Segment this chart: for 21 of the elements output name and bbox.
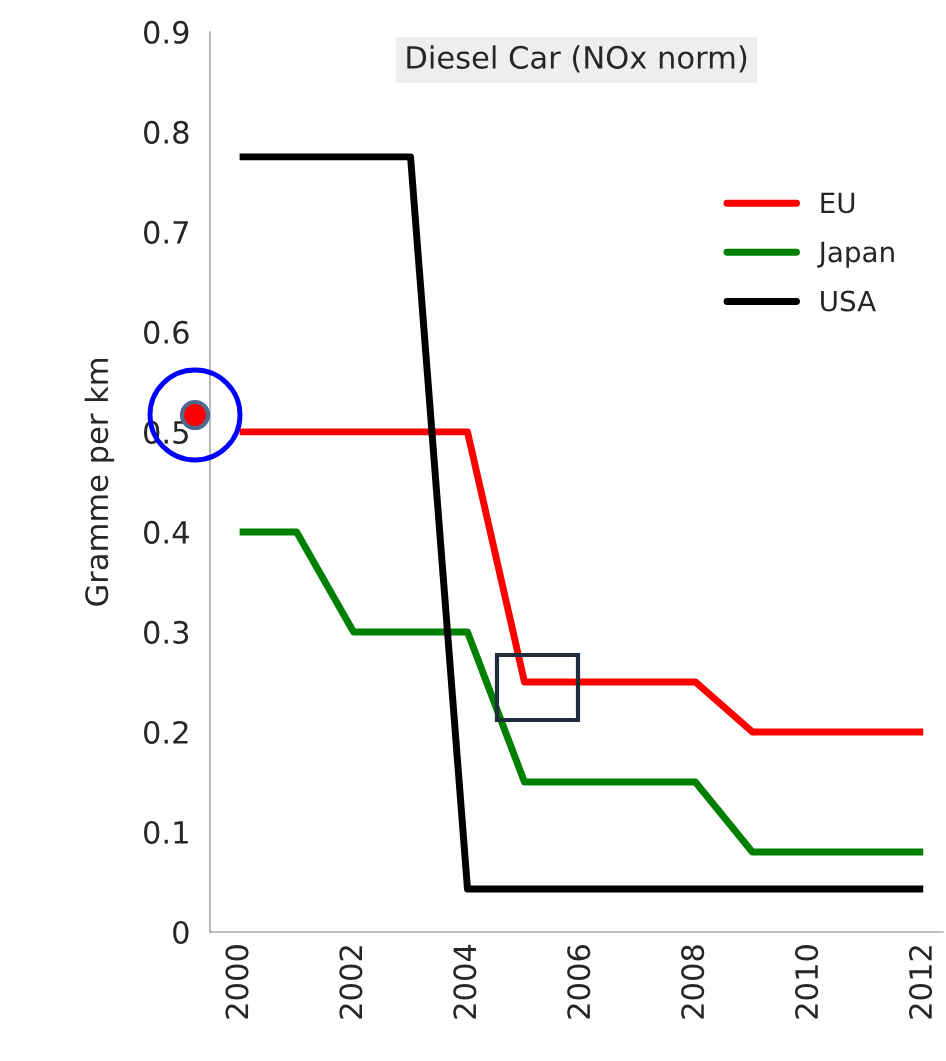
y-tick-label: 0.3 [143,620,189,644]
y-tick-label: 0.8 [143,120,189,144]
chart-title: Diesel Car (NOx norm) [407,45,747,73]
y-tick-label: 0 [173,920,189,945]
x-tick-label: 2002 [339,946,363,1019]
y-tick-label: 0.4 [143,520,189,544]
y-tick-label: 0.1 [143,820,188,845]
legend-label: USA [821,290,876,312]
y-tick-label: 0.7 [143,220,188,244]
y-tick-label: 0.2 [143,720,188,744]
legend-label: Japan [817,241,894,268]
x-tick-label: 2012 [908,946,933,1019]
y-tick-label: 0.6 [143,320,189,344]
x-tick-label: 2006 [567,945,591,1019]
y-axis-title: Gramme per km [84,359,115,606]
x-tick-label: 2000 [225,945,249,1019]
x-tick-label: 2008 [681,945,705,1019]
x-tick-label: 2010 [795,945,819,1019]
x-tick-label: 2004 [453,944,477,1019]
legend-label: EU [821,192,855,214]
y-tick-label: 0.9 [143,20,189,44]
